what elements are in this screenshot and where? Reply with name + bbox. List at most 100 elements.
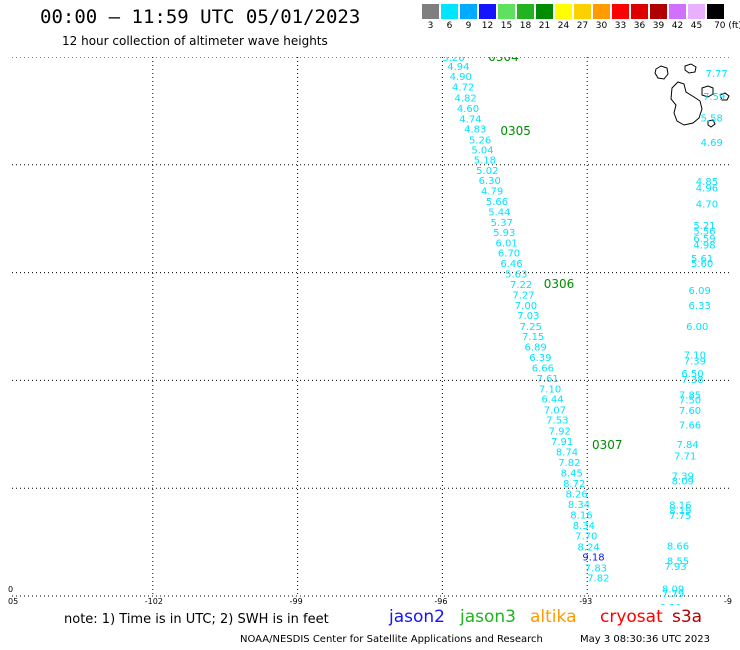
- map-subtitle: 12 hour collection of altimeter wave hei…: [62, 34, 328, 48]
- wave-height-point: 6.39: [529, 353, 551, 364]
- map-grid: [12, 57, 732, 597]
- wave-height-point: 7.39: [672, 471, 694, 482]
- credit-line: NOAA/NESDIS Center for Satellite Applica…: [240, 634, 543, 645]
- scale-label: 45: [690, 21, 703, 31]
- satellite-legend-item: cryosat: [600, 607, 663, 627]
- satellite-legend-item: altika: [530, 607, 577, 627]
- wave-height-point: 7.92: [549, 427, 571, 438]
- scale-label: 24: [557, 21, 570, 31]
- wave-height-point: 4.98: [693, 241, 715, 252]
- scale-swatch: [441, 4, 458, 19]
- wave-height-point: 8.55: [667, 556, 689, 567]
- wave-height-point: 4.60: [457, 104, 479, 115]
- wave-height-point: 4.70: [696, 200, 718, 211]
- wave-height-point: 4.94: [447, 62, 469, 73]
- wave-height-point: 8.34: [573, 521, 595, 532]
- wave-height-point: 7.82: [558, 458, 580, 469]
- wave-height-map: -105-102-99-96-93-900-2-4-6-8-10 5.264.9…: [8, 57, 732, 605]
- wave-height-point: 5.61: [691, 254, 713, 265]
- x-tick-label: -93: [579, 597, 592, 605]
- wave-height-point: 7.79: [662, 589, 684, 600]
- x-tick-label: -90: [724, 597, 732, 605]
- wave-height-point: 4.79: [481, 187, 503, 198]
- wave-height-point: 8.26: [565, 490, 587, 501]
- wave-height-point: 4.90: [450, 72, 472, 83]
- wave-height-point: 4.83: [464, 125, 486, 136]
- scale-label: 36: [633, 21, 646, 31]
- wave-height-point: 7.53: [546, 416, 568, 427]
- wave-height-point: 5.04: [471, 146, 493, 157]
- pass-time-label: 0306: [544, 277, 575, 291]
- wave-height-point: 8.16: [570, 511, 592, 522]
- scale-swatch: [460, 4, 477, 19]
- wave-height-point: 5.60: [691, 259, 713, 270]
- wave-height-point: 7.85: [679, 390, 701, 401]
- wave-height-point: 8.09: [662, 584, 684, 595]
- wave-height-point: 4.96: [696, 183, 718, 194]
- wave-height-point: 7.59: [703, 92, 725, 103]
- wave-height-point: 7.84: [676, 440, 698, 451]
- wave-height-point: 7.83: [585, 563, 607, 574]
- wave-height-point: 7.03: [517, 311, 539, 322]
- wave-height-point: 6.09: [689, 286, 711, 297]
- scale-label: 15: [500, 21, 513, 31]
- wave-height-point: 7.00: [515, 301, 537, 312]
- scale-label: 21: [538, 21, 551, 31]
- footer-note: note: 1) Time is in UTC; 2) SWH is in fe…: [64, 612, 329, 627]
- santa-cruz-island: [701, 85, 714, 98]
- wave-height-values: 5.264.944.904.724.824.604.744.835.265.04…: [442, 57, 727, 605]
- pass-time-label: 0304: [488, 57, 519, 64]
- scale-label: 42: [671, 21, 684, 31]
- floreana-island: [707, 119, 716, 128]
- san-cristobal-island: [719, 92, 730, 101]
- scale-label: 70 (ft): [714, 21, 740, 31]
- scale-label: 6: [446, 21, 453, 31]
- wave-height-point: 7.60: [679, 406, 701, 417]
- scale-swatch: [631, 4, 648, 19]
- wave-height-point: 6.46: [500, 259, 522, 270]
- map-axes: -105-102-99-96-93-900-2-4-6-8-10: [8, 585, 732, 605]
- wave-height-point: 5.58: [701, 113, 723, 124]
- pass-time-labels: 0304030503060307030303303350334: [488, 57, 622, 452]
- wave-height-point: 8.19: [669, 506, 691, 517]
- satellite-legend-item: s3a: [672, 607, 703, 627]
- wave-height-point: 7.91: [551, 437, 573, 448]
- galapagos-islands: [654, 63, 730, 128]
- scale-swatch: [574, 4, 591, 19]
- wave-height-point: 5.02: [476, 166, 498, 177]
- wave-height-point: 9.18: [582, 553, 604, 564]
- wave-height-point: 7.66: [679, 421, 701, 432]
- scale-swatch: [688, 4, 705, 19]
- scale-swatch: [517, 4, 534, 19]
- map-title: 00:00 — 11:59 UTC 05/01/2023: [40, 6, 361, 28]
- wave-height-point: 6.01: [495, 238, 517, 249]
- wave-height-point: 7.50: [679, 395, 701, 406]
- wave-height-point: 8.34: [568, 500, 590, 511]
- wave-height-point: 6.50: [681, 369, 703, 380]
- wave-height-point: 7.25: [520, 322, 542, 333]
- wave-height-point: 6.66: [532, 363, 554, 374]
- wave-height-point: 7.93: [664, 562, 686, 573]
- scale-label: 27: [576, 21, 589, 31]
- scale-swatch: [479, 4, 496, 19]
- wave-height-point: 8.11: [660, 603, 682, 605]
- scale-swatch: [422, 4, 439, 19]
- wave-height-point: 8.16: [669, 500, 691, 511]
- wave-height-point: 5.66: [486, 197, 508, 208]
- wave-height-point: 7.10: [684, 351, 706, 362]
- wave-height-point: 7.15: [522, 332, 544, 343]
- wave-height-point: 6.00: [686, 322, 708, 333]
- wave-height-point: 5.56: [693, 227, 715, 238]
- wave-height-point: 6.70: [498, 249, 520, 260]
- wave-height-point: 8.09: [672, 477, 694, 488]
- scale-swatch: [612, 4, 629, 19]
- wave-height-point: 8.24: [578, 542, 600, 553]
- wave-height-point: 4.72: [452, 83, 474, 94]
- satellite-legend-item: jason2: [389, 607, 445, 627]
- y-tick-label: -10: [8, 585, 13, 594]
- isabela-island: [670, 81, 703, 126]
- wave-height-point: 6.44: [541, 395, 563, 406]
- scale-label: 30: [595, 21, 608, 31]
- wave-height-point: 5.63: [505, 270, 527, 281]
- color-scale-legend: 3 6 9 12 15 18 21 24 27 30 33 36 39 42 45 70 (ft): [422, 4, 740, 34]
